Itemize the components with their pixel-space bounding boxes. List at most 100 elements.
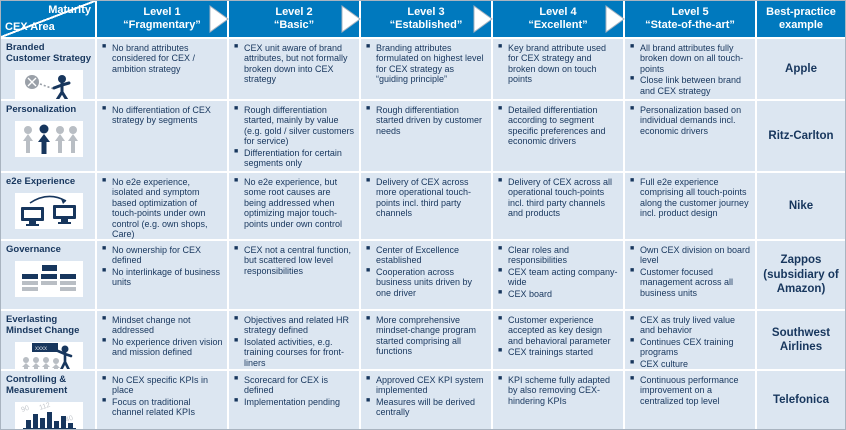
bullet-item: Rough differentiation started, mainly by…: [234, 105, 355, 147]
best-practice-ritz-carlton: Ritz-Carlton: [757, 101, 845, 171]
bullet-item: Customer experience accepted as key desi…: [498, 315, 619, 346]
level-title: Level 1: [143, 5, 181, 18]
best-practice-apple: Apple: [757, 39, 845, 99]
bullet-item: No CEX specific KPIs in place: [102, 375, 223, 396]
bullet-item: Rough differentiation started driven by …: [366, 105, 487, 136]
bullet-item: CEX board: [498, 289, 619, 299]
cell-mindset-level-4: Customer experience accepted as key desi…: [493, 311, 623, 369]
bullet-item: Personalization based on individual dema…: [630, 105, 751, 136]
cell-governance-level-1: No ownership for CEX defined No interlin…: [97, 241, 227, 309]
level-subtitle: “Basic”: [273, 19, 315, 31]
arrow-right-icon: [340, 4, 362, 34]
cell-governance-level-2: CEX not a central function, but scattere…: [229, 241, 359, 309]
bullet-item: Branding attributes formulated on highes…: [366, 43, 487, 85]
bullet-item: Center of Excellence established: [366, 245, 487, 266]
level-subtitle: “Established”: [389, 19, 463, 31]
cell-controlling-level-3: Approved CEX KPI system implemented Meas…: [361, 371, 491, 429]
best-practice-nike: Nike: [757, 173, 845, 239]
row-area-controlling-measurement: Controlling & Measurement 90 112 40: [1, 371, 95, 429]
arrow-right-icon: [472, 4, 494, 34]
header-corner-cell: Maturity CEX Area: [1, 1, 95, 37]
best-practice-telefonica: Telefonica: [757, 371, 845, 429]
header-level-4: Level 4 “Excellent”: [493, 1, 625, 37]
people-group-icon: [14, 120, 83, 157]
cell-mindset-level-5: CEX as truly lived value and behavior Co…: [625, 311, 755, 369]
bullet-item: Own CEX division on board level: [630, 245, 751, 266]
cell-governance-level-5: Own CEX division on board level Customer…: [625, 241, 755, 309]
best-practice-zappos: Zappos (subsidiary of Amazon): [757, 241, 845, 309]
area-label: Personalization: [6, 104, 77, 115]
row-area-personalization: Personalization: [1, 101, 95, 171]
cell-mindset-level-3: More comprehensive mindset-change progra…: [361, 311, 491, 369]
svg-text:112: 112: [38, 402, 51, 412]
bullet-item: All brand attributes fully broken down o…: [630, 43, 751, 74]
level-title: Level 2: [275, 5, 313, 18]
cell-e2e-level-4: Delivery of CEX across all operational t…: [493, 173, 623, 239]
bullet-item: Detailed differentiation according to se…: [498, 105, 619, 147]
cell-branded-level-3: Branding attributes formulated on highes…: [361, 39, 491, 99]
bullet-item: No brand attributes considered for CEX /…: [102, 43, 223, 74]
area-label: Controlling & Measurement: [6, 374, 68, 396]
bullet-item: Clear roles and responsibilities: [498, 245, 619, 266]
arrow-right-icon: [208, 4, 230, 34]
bullet-item: Objectives and related HR strategy defin…: [234, 315, 355, 336]
level-subtitle: “State-of-the-art”: [645, 19, 735, 31]
level-subtitle: “Excellent”: [528, 19, 588, 31]
cell-e2e-level-1: No e2e experience, isolated and symptom …: [97, 173, 227, 239]
row-area-everlasting-mindset-change: Everlasting Mindset Change xxxx: [1, 311, 95, 369]
bullet-item: Close link between brand and CEX strateg…: [630, 75, 751, 96]
bullet-item: Continuous performance improvement on a …: [630, 375, 751, 406]
cell-branded-level-1: No brand attributes considered for CEX /…: [97, 39, 227, 99]
cell-governance-level-3: Center of Excellence established Coopera…: [361, 241, 491, 309]
two-computers-icon: [14, 192, 83, 229]
bullet-item: Approved CEX KPI system implemented: [366, 375, 487, 396]
header-level-5: Level 5 “State-of-the-art”: [625, 1, 755, 37]
presentation-audience-icon: xxxx: [14, 341, 83, 369]
row-area-branded-customer-strategy: Branded Customer Strategy: [1, 39, 95, 99]
org-chart-icon: [14, 260, 83, 297]
bar-chart-icon: 90 112 40: [14, 401, 83, 429]
cell-controlling-level-1: No CEX specific KPIs in place Focus on t…: [97, 371, 227, 429]
cell-controlling-level-5: Continuous performance improvement on a …: [625, 371, 755, 429]
header-best-practice: Best-practice example: [757, 1, 845, 37]
bullet-item: More comprehensive mindset-change progra…: [366, 315, 487, 357]
cell-e2e-level-5: Full e2e experience comprising all touch…: [625, 173, 755, 239]
bullet-item: Measures will be derived centrally: [366, 397, 487, 418]
cell-controlling-level-4: KPI scheme fully adapted by also removin…: [493, 371, 623, 429]
bullet-item: CEX unit aware of brand attributes, but …: [234, 43, 355, 85]
cell-governance-level-4: Clear roles and responsibilities CEX tea…: [493, 241, 623, 309]
area-label: Branded Customer Strategy: [6, 42, 91, 64]
bullet-item: No ownership for CEX defined: [102, 245, 223, 266]
level-title: Level 4: [539, 5, 577, 18]
bullet-item: Mindset change not addressed: [102, 315, 223, 336]
bullet-item: CEX team acting company-wide: [498, 267, 619, 288]
header-level-2: Level 2 “Basic”: [229, 1, 362, 37]
bullet-item: Full e2e experience comprising all touch…: [630, 177, 751, 219]
area-label: e2e Experience: [6, 176, 76, 187]
cell-personalization-level-5: Personalization based on individual dema…: [625, 101, 755, 171]
bullet-item: Scorecard for CEX is defined: [234, 375, 355, 396]
header-level-1: Level 1 “Fragmentary”: [97, 1, 230, 37]
cex-area-label: CEX Area: [5, 20, 55, 33]
area-label: Everlasting Mindset Change: [6, 314, 80, 336]
bullet-item: Delivery of CEX across all operational t…: [498, 177, 619, 219]
bullet-item: Differentiation for certain segments onl…: [234, 148, 355, 169]
bullet-item: Key brand attribute used for CEX strateg…: [498, 43, 619, 85]
bullet-item: Implementation pending: [234, 397, 355, 407]
level-subtitle: “Fragmentary”: [123, 19, 201, 31]
cell-mindset-level-1: Mindset change not addressed No experien…: [97, 311, 227, 369]
bullet-item: No experience driven vision and mission …: [102, 337, 223, 358]
cell-branded-level-5: All brand attributes fully broken down o…: [625, 39, 755, 99]
bullet-item: CEX as truly lived value and behavior: [630, 315, 751, 336]
bullet-item: No interlinkage of business units: [102, 267, 223, 288]
best-practice-label-line2: example: [778, 19, 824, 31]
cell-branded-level-2: CEX unit aware of brand attributes, but …: [229, 39, 359, 99]
cell-branded-level-4: Key brand attribute used for CEX strateg…: [493, 39, 623, 99]
bullet-item: CEX trainings started: [498, 347, 619, 357]
bullet-item: Delivery of CEX across more operational …: [366, 177, 487, 219]
best-practice-southwest-airlines: Southwest Airlines: [757, 311, 845, 369]
bullet-item: No e2e experience, but some root causes …: [234, 177, 355, 229]
cell-e2e-level-2: No e2e experience, but some root causes …: [229, 173, 359, 239]
bullet-item: Customer focused management across all b…: [630, 267, 751, 298]
